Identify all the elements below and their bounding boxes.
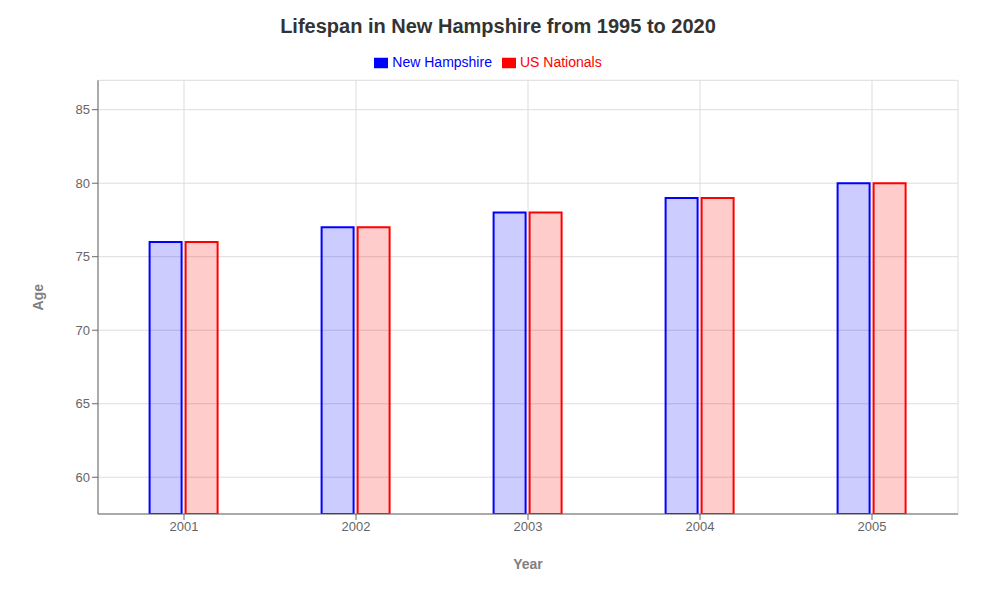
svg-text:2005: 2005 [858,519,887,534]
svg-text:2004: 2004 [686,519,715,534]
html-text:Lifespan in New Hampshire from: Lifespan in New Hampshire from 1995 to 2… [280,15,716,37]
html-text:US Nationals: US Nationals [519,54,602,70]
svg-text:2001: 2001 [170,519,199,534]
svg-text:75: 75 [76,249,90,264]
svg-text:60: 60 [76,470,90,485]
svg-text:2002: 2002 [342,519,371,534]
svg-text:Year: Year [513,556,543,572]
html-text:New Hampshire: New Hampshire [392,54,492,70]
svg-text:Age: Age [30,284,46,311]
svg-text:2003: 2003 [514,519,543,534]
svg-text:65: 65 [76,396,90,411]
svg-text:70: 70 [76,323,90,338]
svg-text:80: 80 [76,176,90,191]
svg-text:85: 85 [76,102,90,117]
